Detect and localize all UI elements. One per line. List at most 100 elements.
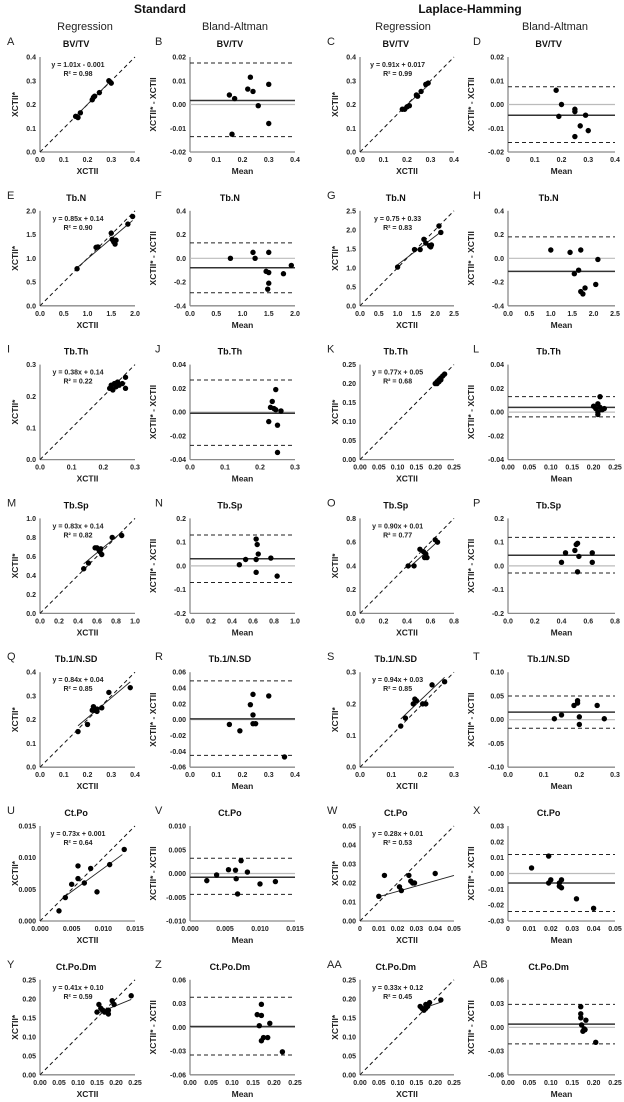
identity-line: [359, 210, 455, 307]
y-tick-label: 0.0: [346, 611, 356, 618]
x-axis-label: Mean: [232, 166, 254, 176]
y-tick-label: -0.02: [170, 733, 186, 740]
x-tick-label: 0.15: [246, 1080, 260, 1087]
x-tick-label: 0.4: [130, 772, 140, 779]
x-tick-label: 0.4: [290, 772, 300, 779]
data-point: [265, 1034, 271, 1041]
y-tick-label: 0.15: [342, 400, 356, 407]
data-point: [411, 246, 418, 253]
y-tick-label: 0.4: [494, 208, 504, 215]
x-tick-label: 0.5: [59, 311, 69, 318]
x-axis-label: XCTII: [396, 474, 418, 484]
x-tick-label: 0.20: [428, 1080, 442, 1087]
x-tick-label: 0.5: [525, 311, 535, 318]
panel-letter: G: [327, 190, 336, 202]
x-tick-label: 0.5: [374, 311, 384, 318]
data-point: [234, 891, 241, 897]
x-tick-label: 0.25: [608, 465, 622, 472]
x-tick-label: 0.20: [587, 465, 601, 472]
data-point: [99, 705, 105, 711]
regression-equation: y = 0.83x + 0.14: [53, 523, 104, 530]
y-tick-label: 0.00: [342, 919, 356, 926]
data-point: [84, 721, 91, 728]
y-tick-label: 0.0: [346, 765, 356, 772]
y-tick-label: 0.02: [172, 701, 186, 708]
x-tick-label: 0.8: [269, 618, 279, 625]
y-tick-label: -0.01: [170, 126, 186, 133]
y-axis-label: XCTII*: [330, 553, 340, 579]
y-tick-label: 0.00: [342, 457, 356, 464]
data-point: [590, 905, 597, 912]
data-point: [574, 540, 581, 547]
subheader-regression: Regression: [375, 21, 431, 33]
data-point: [229, 131, 235, 137]
data-point: [441, 679, 448, 685]
regression-line: [77, 681, 131, 727]
regression-equation: y = 0.75 + 0.33: [374, 216, 421, 223]
y-tick-label: 0.6: [346, 540, 356, 547]
data-point: [81, 880, 88, 886]
regression-equation: y = 0.91x + 0.017: [370, 62, 425, 69]
x-tick-label: 0.05: [523, 1080, 537, 1087]
panel-title: Tb.Th: [383, 347, 408, 357]
data-point: [423, 701, 429, 707]
data-point: [245, 86, 251, 92]
x-tick-label: 0.10: [544, 465, 558, 472]
panel-a: A BV/TV 0.0 0.1 0.2 0.3 0.4 0.0 0.1 0.2 0.3 0.4 XCTI…: [7, 36, 140, 176]
x-tick-label: 0.0: [35, 618, 45, 625]
identity-line: [39, 210, 136, 307]
subheader-regression: Regression: [57, 21, 113, 33]
data-point: [258, 1001, 265, 1008]
x-axis-label: XCTII: [77, 166, 99, 176]
y-tick-label: 0.0: [176, 256, 186, 263]
y-tick-label: 0.01: [490, 78, 504, 85]
x-tick-label: 0.005: [63, 926, 81, 933]
x-tick-label: 0.20: [267, 1080, 281, 1087]
x-tick-label: 0.010: [95, 926, 113, 933]
data-point: [266, 280, 272, 286]
panel-ab: AB Ct.Po.Dm 0.00 0.05 0.10 0.15 0.20 0.25 -0.06 -…: [466, 959, 622, 1099]
y-tick-label: 0.00: [22, 1072, 36, 1079]
y-tick-label: -0.02: [170, 150, 186, 157]
y-axis-label: XCTII* - XCTII: [148, 846, 158, 900]
data-point: [113, 237, 119, 243]
panel-s: S Tb.1/N.SD 0.0 0.1 0.2 0.3 0.0 0.1 0.2 0.3 XCTII X…: [327, 651, 459, 791]
y-tick-label: 1.0: [26, 256, 36, 263]
y-tick-label: 0.0: [26, 457, 36, 464]
y-tick-label: 0.25: [22, 977, 36, 984]
regression-equation: y = 0.84x + 0.04: [53, 677, 104, 684]
panel-title: Ct.Po: [537, 808, 561, 818]
x-tick-label: 0.02: [544, 926, 558, 933]
data-point: [266, 81, 272, 88]
data-point: [595, 256, 601, 263]
data-point: [266, 249, 272, 256]
data-point: [574, 698, 581, 704]
data-point: [434, 380, 440, 387]
y-tick-label: 0.20: [342, 381, 356, 388]
y-tick-label: 0.06: [172, 977, 186, 984]
y-tick-label: 0.2: [26, 394, 36, 401]
r-squared: R² = 0.77: [383, 532, 412, 539]
panel-letter: T: [473, 651, 480, 663]
y-axis-label: XCTII* - XCTII: [466, 539, 476, 593]
data-point: [106, 689, 112, 696]
r-squared: R² = 0.82: [64, 532, 93, 539]
x-tick-label: 0.01: [523, 926, 537, 933]
data-point: [428, 242, 435, 248]
x-tick-label: 0.05: [447, 926, 461, 933]
panel-letter: X: [473, 805, 481, 817]
x-tick-label: 0.05: [372, 465, 386, 472]
y-tick-label: -0.06: [488, 1072, 504, 1079]
x-tick-label: 0.3: [610, 772, 620, 779]
data-point: [75, 863, 81, 869]
panel-n: N Tb.Sp 0.0 0.2 0.4 0.6 0.8 1.0 -0.2 -0.1 0.0 0.1 0.…: [148, 497, 300, 637]
regression-equation: y = 0.41x + 0.10: [53, 985, 104, 992]
y-tick-label: 0.01: [490, 855, 504, 862]
y-tick-label: 0.005: [168, 847, 186, 854]
data-point: [108, 230, 114, 236]
data-point: [425, 80, 431, 86]
x-tick-label: 0.2: [402, 157, 412, 164]
x-axis-label: XCTII: [77, 320, 99, 330]
panel-i: I Tb.Th 0.0 0.1 0.2 0.3 0.0 0.1 0.2 0.3 XCTII XCTII…: [7, 344, 140, 484]
y-tick-label: -0.4: [492, 303, 504, 310]
